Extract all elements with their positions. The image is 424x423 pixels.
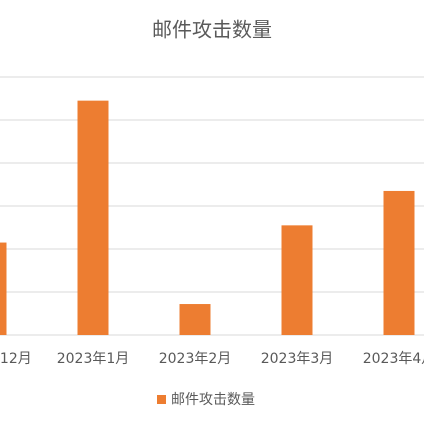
bar <box>77 100 109 336</box>
x-tick-label: 2023年3月 <box>261 351 334 367</box>
chart-title: 邮件攻击数量 <box>152 18 272 42</box>
x-tick-label: 2022年12月 <box>0 351 32 367</box>
bar <box>383 190 415 335</box>
x-tick-label: 2023年1月 <box>57 351 130 367</box>
legend-label: 邮件攻击数量 <box>171 392 255 408</box>
bar <box>281 225 313 335</box>
legend-swatch <box>157 395 166 404</box>
x-tick-label: 2023年4月 <box>363 351 424 367</box>
bar <box>0 242 7 335</box>
x-tick-label: 2023年2月 <box>159 351 232 367</box>
bar <box>179 304 211 335</box>
